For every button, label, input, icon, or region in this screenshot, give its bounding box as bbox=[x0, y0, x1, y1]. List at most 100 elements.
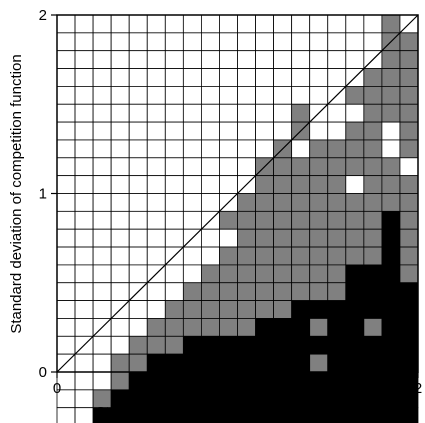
heatmap-cell bbox=[219, 246, 238, 266]
heatmap-cell bbox=[255, 103, 275, 123]
heatmap-cell bbox=[146, 210, 166, 230]
heatmap-cell bbox=[164, 86, 184, 105]
heatmap-cell bbox=[381, 300, 401, 319]
heatmap-cell bbox=[273, 264, 293, 284]
heatmap-cell bbox=[200, 121, 220, 141]
heatmap-cell bbox=[309, 86, 329, 105]
heatmap-cell bbox=[309, 175, 329, 194]
heatmap-cell bbox=[92, 86, 112, 105]
heatmap-cell bbox=[255, 282, 275, 302]
heatmap-cell bbox=[345, 371, 365, 391]
heatmap-cell bbox=[273, 175, 293, 194]
heatmap-cell bbox=[110, 264, 130, 284]
heatmap-cell bbox=[200, 353, 220, 373]
heatmap-cell bbox=[56, 246, 76, 266]
heatmap-cell bbox=[219, 103, 238, 123]
heatmap-cell bbox=[345, 103, 365, 123]
heatmap-cell bbox=[200, 246, 220, 266]
heatmap-cell bbox=[110, 318, 130, 337]
heatmap-cell bbox=[164, 335, 184, 355]
heatmap-cell bbox=[255, 353, 275, 373]
heatmap-cell bbox=[92, 32, 112, 52]
heatmap-cell bbox=[273, 157, 293, 177]
heatmap-cell bbox=[128, 139, 148, 159]
heatmap-cell bbox=[56, 193, 76, 212]
heatmap-cell bbox=[291, 353, 311, 373]
heatmap-cell bbox=[74, 389, 94, 409]
heatmap-cell bbox=[345, 139, 365, 159]
heatmap-cell bbox=[273, 86, 293, 105]
heatmap-cell bbox=[327, 210, 347, 230]
heatmap-cell bbox=[164, 139, 184, 159]
heatmap-cell bbox=[237, 50, 256, 69]
heatmap-cell bbox=[327, 103, 347, 123]
heatmap-cell bbox=[327, 68, 347, 87]
heatmap-cell bbox=[128, 300, 148, 319]
heatmap-cell bbox=[146, 300, 166, 319]
heatmap-cell bbox=[74, 300, 94, 319]
heatmap-cell bbox=[74, 193, 94, 212]
heatmap-cells bbox=[56, 14, 419, 423]
heatmap-cell bbox=[200, 103, 220, 123]
heatmap-cell bbox=[237, 193, 256, 212]
heatmap-cell bbox=[273, 193, 293, 212]
heatmap-cell bbox=[399, 86, 419, 105]
heatmap-cell bbox=[92, 353, 112, 373]
heatmap-cell bbox=[110, 86, 130, 105]
heatmap-cell bbox=[363, 32, 383, 52]
heatmap-cell bbox=[363, 300, 383, 319]
heatmap-cell bbox=[291, 103, 311, 123]
heatmap-cell bbox=[309, 318, 329, 337]
heatmap-cell bbox=[74, 68, 94, 87]
heatmap-cell bbox=[110, 353, 130, 373]
heatmap-cell bbox=[56, 157, 76, 177]
heatmap-cell bbox=[110, 175, 130, 194]
heatmap-cell bbox=[309, 228, 329, 248]
heatmap-cell bbox=[381, 228, 401, 248]
y-tick-label: 0 bbox=[39, 364, 47, 381]
heatmap-cell bbox=[345, 86, 365, 105]
heatmap-cell bbox=[345, 157, 365, 177]
heatmap-cell bbox=[200, 86, 220, 105]
heatmap-cell bbox=[399, 139, 419, 159]
heatmap-cell bbox=[345, 32, 365, 52]
heatmap-cell bbox=[327, 14, 347, 34]
heatmap-cell bbox=[182, 210, 202, 230]
heatmap-cell bbox=[128, 210, 148, 230]
heatmap-cell bbox=[219, 210, 238, 230]
heatmap-cell bbox=[164, 50, 184, 69]
heatmap-cell bbox=[237, 282, 256, 302]
heatmap-cell bbox=[128, 86, 148, 105]
heatmap-cell bbox=[164, 121, 184, 141]
heatmap-cell bbox=[74, 103, 94, 123]
heatmap-cell bbox=[164, 282, 184, 302]
heatmap-cell bbox=[146, 32, 166, 52]
heatmap-cell bbox=[345, 335, 365, 355]
heatmap-cell bbox=[200, 228, 220, 248]
heatmap-cell bbox=[381, 335, 401, 355]
heatmap-cell bbox=[56, 282, 76, 302]
heatmap-cell bbox=[237, 103, 256, 123]
heatmap-cell bbox=[255, 318, 275, 337]
heatmap-cell bbox=[182, 103, 202, 123]
heatmap-cell bbox=[291, 86, 311, 105]
heatmap-cell bbox=[363, 318, 383, 337]
heatmap-cell bbox=[363, 68, 383, 87]
heatmap-cell bbox=[255, 193, 275, 212]
heatmap-cell bbox=[399, 335, 419, 355]
heatmap-cell bbox=[291, 264, 311, 284]
heatmap-cell bbox=[363, 139, 383, 159]
heatmap-cell bbox=[182, 86, 202, 105]
heatmap-cell bbox=[345, 175, 365, 194]
heatmap-cell bbox=[74, 175, 94, 194]
heatmap-cell bbox=[200, 32, 220, 52]
heatmap-cell bbox=[219, 300, 238, 319]
heatmap-cell bbox=[146, 86, 166, 105]
heatmap-cell bbox=[255, 335, 275, 355]
heatmap-cell bbox=[56, 335, 76, 355]
heatmap-cell bbox=[200, 50, 220, 69]
heatmap-cell bbox=[399, 318, 419, 337]
heatmap-cell bbox=[291, 210, 311, 230]
heatmap-cell bbox=[56, 318, 76, 337]
heatmap-cell bbox=[92, 175, 112, 194]
